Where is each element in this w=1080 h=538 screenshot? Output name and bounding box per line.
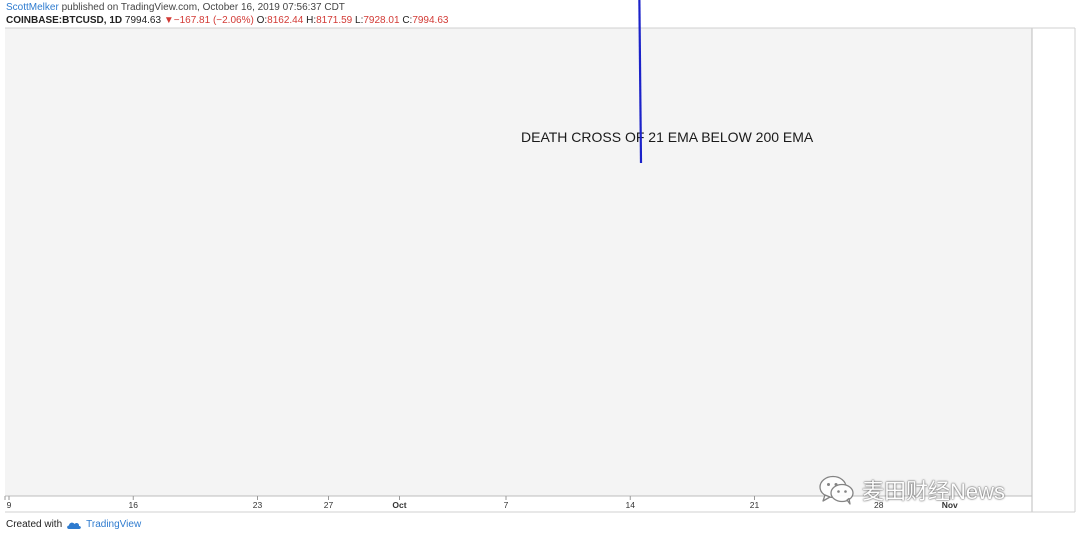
change-value: −167.81 (−2.06%): [173, 15, 254, 26]
close-value: 7994.63: [412, 15, 449, 26]
x-tick-label-7: 21: [750, 500, 760, 510]
open-label: O:: [256, 15, 268, 26]
x-tick-label-4: Oct: [392, 500, 406, 510]
tradingview-link[interactable]: TradingView: [86, 519, 142, 530]
watermark: 麦田财经News: [818, 474, 1005, 506]
x-tick-label-6: 14: [626, 500, 636, 510]
low-label: L:: [355, 15, 364, 26]
high-label: H:: [306, 15, 317, 26]
x-tick-label-9: Nov: [942, 500, 958, 510]
last-price-value: 7994.63: [124, 15, 162, 26]
x-tick-label-5: 7: [504, 500, 509, 510]
watermark-text: 麦田财经News: [862, 479, 1006, 504]
x-tick-label-2: 23: [253, 500, 263, 510]
publish-line: ScottMelker published on TradingView.com…: [6, 2, 345, 14]
x-tick-label-1: 16: [129, 500, 139, 510]
annotation: DEATH CROSS OF 21 EMA BELOW 200 EMA: [521, 0, 814, 164]
publish-info: published on TradingView.com, October 16…: [61, 2, 345, 13]
symbol-label: COINBASE:BTCUSD, 1D: [6, 15, 123, 26]
low-value: 7928.01: [363, 15, 400, 26]
plot-area: [5, 28, 1032, 496]
close-label: C:: [402, 15, 413, 26]
x-axis: 9 16 23 27 Oct 7 14 21 28 Nov: [4, 496, 958, 510]
created-with-label: Created with: [6, 519, 63, 530]
x-tick-label-0: 9: [7, 500, 12, 510]
x-tick-label-3: 27: [324, 500, 334, 510]
tradingview-cloud-icon: [67, 522, 82, 529]
author-link[interactable]: ScottMelker: [6, 2, 59, 13]
change-down-icon: ▼: [163, 15, 174, 26]
annotation-text: DEATH CROSS OF 21 EMA BELOW 200 EMA: [521, 129, 814, 145]
ohlc-legend: COINBASE:BTCUSD, 1D 7994.63 ▼−167.81 (−2…: [6, 15, 448, 27]
high-value: 8171.59: [316, 15, 353, 26]
x-tick-label-8: 28: [874, 500, 884, 510]
open-value: 8162.44: [267, 15, 304, 26]
footer: Created with TradingView: [6, 519, 141, 530]
wechat-icon: [819, 475, 854, 505]
